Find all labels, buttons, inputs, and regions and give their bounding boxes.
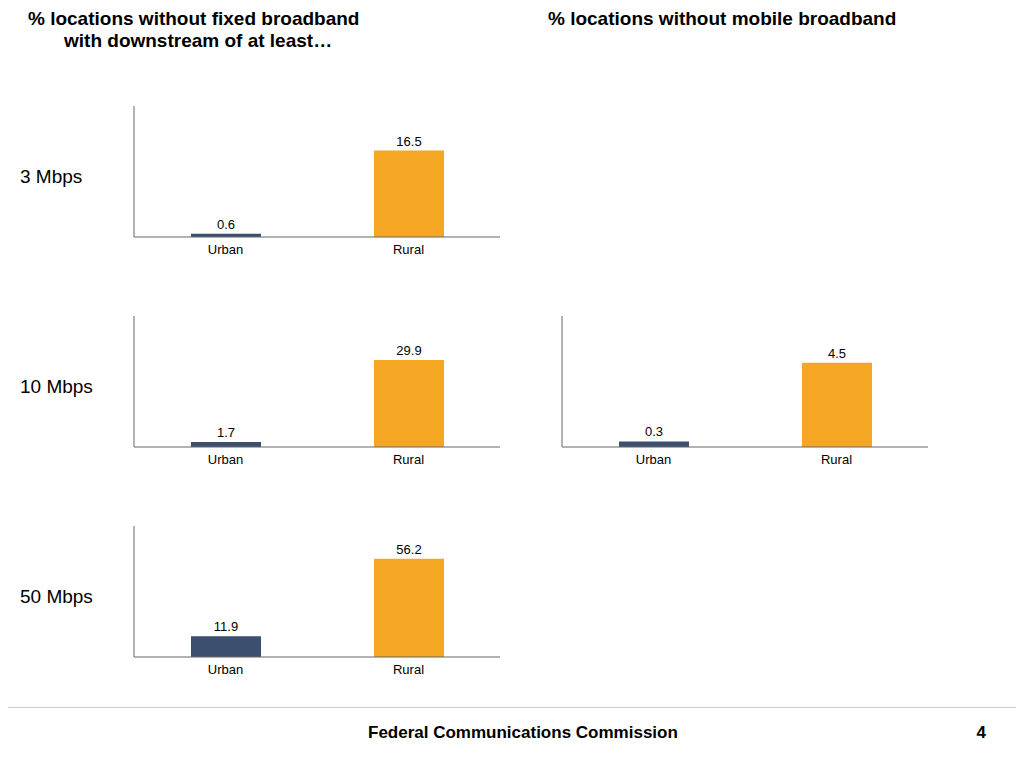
svg-text:4.5: 4.5	[828, 346, 846, 361]
html-text:3 Mbps: 3 Mbps	[20, 166, 83, 187]
svg-text:Urban: Urban	[208, 242, 243, 257]
html-text:10 Mbps: 10 Mbps	[20, 376, 93, 397]
svg-text:56.2: 56.2	[396, 542, 421, 557]
html-text:Federal Communications Commiss: Federal Communications Commission	[368, 723, 678, 742]
svg-text:Rural: Rural	[393, 662, 424, 677]
html-text:with downstream of at least…: with downstream of at least…	[64, 30, 333, 51]
html-text:50 Mbps: 50 Mbps	[20, 586, 93, 607]
svg-text:11.9: 11.9	[214, 619, 238, 634]
svg-text:Rural: Rural	[821, 452, 852, 467]
svg-text:0.3: 0.3	[645, 424, 663, 439]
svg-text:Urban: Urban	[208, 452, 243, 467]
svg-text:16.5: 16.5	[396, 134, 421, 149]
svg-text:Rural: Rural	[393, 452, 424, 467]
svg-text:0.6: 0.6	[217, 217, 235, 232]
svg-text:1.7: 1.7	[217, 425, 235, 440]
html-text:4: 4	[976, 723, 986, 742]
svg-text:Urban: Urban	[208, 662, 243, 677]
html-text:% locations without mobile bro: % locations without mobile broadband	[548, 8, 897, 29]
html-text:% locations without fixed broa: % locations without fixed broadband	[28, 8, 360, 29]
svg-text:29.9: 29.9	[396, 343, 421, 358]
svg-text:Urban: Urban	[636, 452, 671, 467]
svg-text:Rural: Rural	[393, 242, 424, 257]
